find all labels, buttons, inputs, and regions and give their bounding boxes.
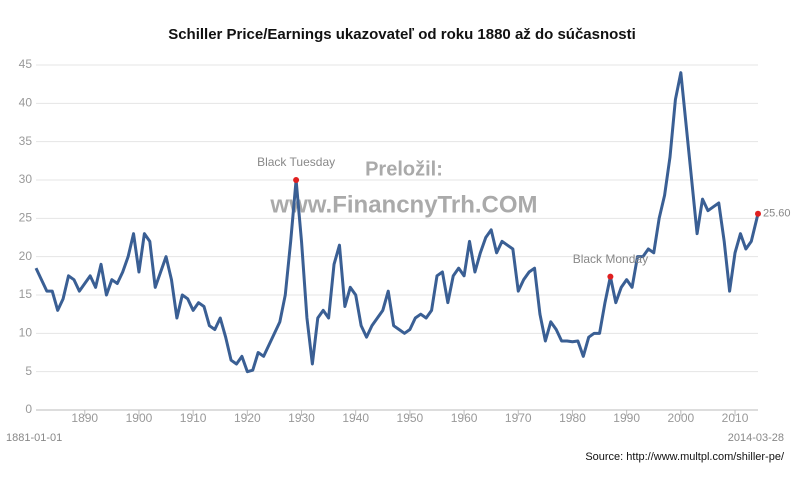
x-tick-label: 1900	[126, 411, 153, 425]
x-tick-label: 1990	[613, 411, 640, 425]
annotation-point	[755, 210, 761, 217]
y-tick-label: 20	[19, 249, 33, 263]
line	[34, 71, 760, 374]
y-tick-label: 30	[19, 172, 33, 186]
x-tick-label: 1890	[71, 411, 98, 425]
y-tick-label: 10	[19, 326, 33, 340]
annotation-label: Black Tuesday	[257, 155, 335, 169]
annotation-point	[607, 273, 614, 280]
annotation-label: 25.60	[763, 208, 791, 220]
x-tick-label: 1910	[180, 411, 207, 425]
y-tick-label: 5	[25, 364, 32, 378]
watermark: www.FinancnyTrh.COM	[269, 191, 537, 218]
x-tick-label: 1930	[288, 411, 315, 425]
x-tick-label: 2010	[722, 411, 749, 425]
x-tick-label: 1960	[451, 411, 478, 425]
source: Source: http://www.multpl.com/shiller-pe…	[585, 451, 785, 463]
x-tick-label: 1970	[505, 411, 532, 425]
x-tick-label: 1950	[397, 411, 424, 425]
y-tick-label: 35	[19, 134, 33, 148]
x-tick-label: 1940	[342, 411, 369, 425]
annotation-label: Black Monday	[573, 252, 648, 266]
x-tick-label: 1980	[559, 411, 586, 425]
y-tick-label: 15	[19, 287, 33, 301]
watermark: Preložil:	[365, 158, 443, 180]
y-tick-label: 0	[25, 402, 32, 416]
y-tick-label: 25	[19, 211, 33, 225]
start-label: 1881-01-01	[6, 432, 62, 444]
chart-title: Schiller Price/Earnings ukazovateľ od ro…	[168, 26, 636, 43]
x-tick-label: 1920	[234, 411, 261, 425]
end-label: 2014-03-28	[728, 432, 784, 444]
annotation-point	[293, 177, 300, 183]
y-tick-label: 40	[19, 96, 33, 110]
x-tick-label: 2000	[667, 411, 694, 425]
y-tick-label: 45	[19, 57, 33, 71]
